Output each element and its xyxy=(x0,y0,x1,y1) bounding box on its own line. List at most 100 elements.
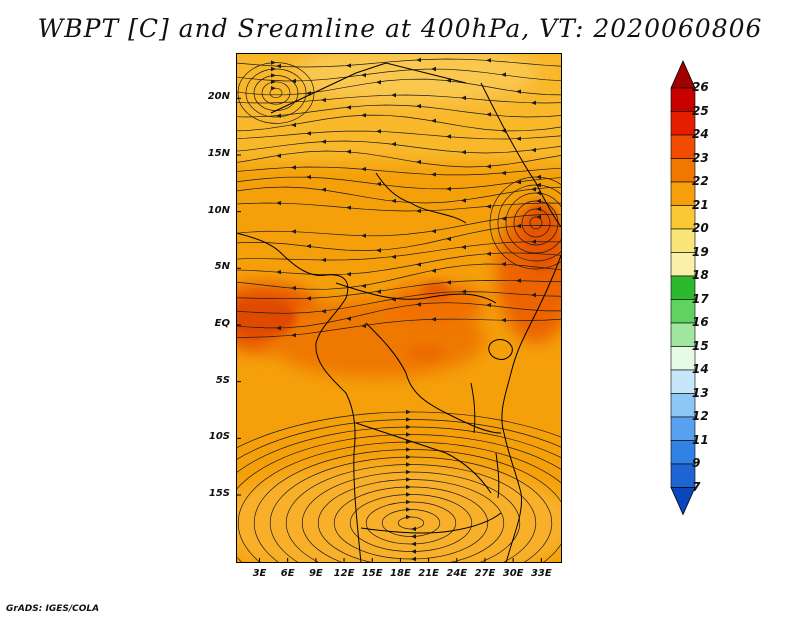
lake-malawi xyxy=(495,452,500,499)
streamline-arrowhead xyxy=(271,60,276,65)
streamline-arrowhead xyxy=(531,147,536,153)
streamline-arrowhead xyxy=(446,280,451,285)
colorbar-arrow-bottom xyxy=(670,487,696,516)
streamline-arrowhead xyxy=(376,289,381,294)
streamline-arrowhead xyxy=(291,285,296,291)
streamline xyxy=(236,68,562,82)
colorbar-label: 25 xyxy=(692,103,709,118)
streamline xyxy=(236,426,562,474)
streamline-arrowhead xyxy=(446,236,451,242)
streamline-arrowhead xyxy=(291,229,296,234)
streamline xyxy=(236,58,562,68)
streamline-arrowhead xyxy=(376,181,381,187)
colorbar-label: 13 xyxy=(692,385,709,400)
lat-label: 20N xyxy=(207,91,230,103)
streamline xyxy=(236,241,562,261)
streamline-arrowhead xyxy=(376,248,381,253)
streamline-arrowhead xyxy=(346,316,351,321)
streamlines xyxy=(236,58,562,563)
streamline-arrowhead xyxy=(276,325,281,331)
streamline xyxy=(497,184,562,262)
streamline-arrowhead xyxy=(346,271,351,277)
streamline xyxy=(269,456,553,563)
streamline-arrowhead xyxy=(461,150,466,155)
colorbar-label: 16 xyxy=(692,315,709,329)
coastline-and-borders xyxy=(236,62,562,563)
streamline xyxy=(333,486,489,560)
streamline-arrowhead xyxy=(411,526,416,532)
map-frame xyxy=(236,53,562,563)
streamline-arrowhead xyxy=(276,269,281,275)
streamline-arrowhead xyxy=(501,216,506,221)
streamline-arrowhead xyxy=(536,206,541,212)
streamline-arrowhead xyxy=(391,254,396,260)
streamline-arrowhead xyxy=(346,63,351,68)
map-panel xyxy=(236,53,562,563)
streamline xyxy=(236,114,562,132)
streamline-arrowhead xyxy=(406,477,411,482)
streamline-arrowhead xyxy=(431,172,436,177)
streamline-arrowhead xyxy=(361,323,366,329)
streamline-arrowhead xyxy=(536,214,541,220)
streamline xyxy=(236,130,562,140)
lon-label: 33E xyxy=(530,568,552,579)
streamline-arrowhead xyxy=(361,72,366,78)
streamline-arrowhead xyxy=(406,499,411,505)
streamline-arrowhead xyxy=(516,89,521,94)
wbpt-field-north-pale xyxy=(296,53,536,103)
lat-label: 10N xyxy=(207,204,230,216)
lat-label: 15N xyxy=(207,148,230,159)
streamline-arrowhead xyxy=(411,549,416,554)
streamline-arrowhead xyxy=(416,302,421,307)
streamline xyxy=(236,318,562,338)
streamline-arrowhead xyxy=(376,129,381,134)
streamline-arrowhead xyxy=(516,278,521,283)
lat-label: 10S xyxy=(208,431,230,443)
streamline xyxy=(236,78,562,96)
streamline-arrowhead xyxy=(501,72,506,77)
streamline-arrowhead xyxy=(271,86,276,91)
streamline xyxy=(236,94,562,104)
streamline-arrowhead xyxy=(461,244,466,250)
streamline-arrowhead xyxy=(271,73,276,78)
streamline-arrowhead xyxy=(406,417,411,422)
streamline-arrowhead xyxy=(321,309,326,314)
coastline-red-sea xyxy=(480,82,562,229)
streamline-arrowhead xyxy=(406,469,411,475)
colorbar-label: 26 xyxy=(692,80,709,94)
colorbar-label: 14 xyxy=(692,362,709,376)
streamline xyxy=(521,208,551,238)
streamline xyxy=(236,104,562,118)
streamline-arrowhead xyxy=(361,283,366,289)
streamline-arrowhead xyxy=(271,66,276,72)
streamline xyxy=(261,81,291,105)
streamline xyxy=(236,140,562,154)
streamline-arrowhead xyxy=(321,187,326,192)
streamline-arrowhead xyxy=(446,134,451,139)
streamline-arrowhead xyxy=(461,95,466,101)
streamline-arrowhead xyxy=(361,233,366,238)
streamline-arrowhead xyxy=(461,198,466,203)
streamline-arrowhead xyxy=(361,166,366,172)
streamline-arrowhead xyxy=(431,268,436,273)
streamline-arrowhead xyxy=(411,534,416,539)
streamline-arrowhead xyxy=(276,200,281,206)
lat-label: 5N xyxy=(214,261,230,273)
streamline-arrowhead xyxy=(406,439,411,445)
streamline xyxy=(236,150,562,168)
streamline-arrowhead xyxy=(416,159,421,165)
colorbar-label: 22 xyxy=(692,174,709,188)
streamline-arrowhead xyxy=(291,78,296,84)
streamline-arrowhead xyxy=(536,182,541,188)
border-6 xyxy=(360,512,502,534)
streamline-arrowhead xyxy=(406,432,411,437)
streamline-arrowhead xyxy=(461,289,466,294)
streamline xyxy=(529,216,543,230)
colorbar-label: 9 xyxy=(692,456,701,470)
streamline-arrowhead xyxy=(416,208,421,214)
streamline-arrowhead xyxy=(291,165,296,170)
border-3 xyxy=(335,282,497,304)
colorbar-label: 12 xyxy=(692,409,709,423)
lon-label: 3E xyxy=(252,568,267,579)
streamline-arrowhead xyxy=(431,118,436,123)
